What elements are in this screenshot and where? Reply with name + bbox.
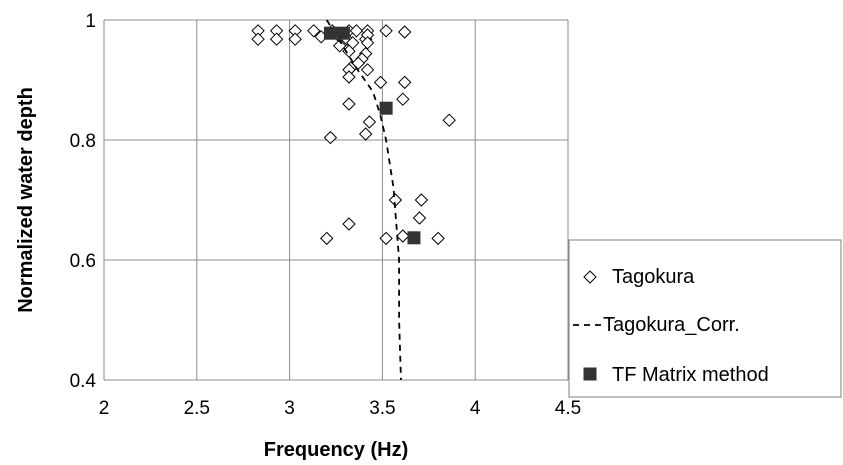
plot-area — [104, 20, 568, 380]
legend-box — [568, 239, 842, 398]
tagokura-point — [333, 39, 347, 53]
tf-matrix-point — [336, 26, 350, 40]
series-tagokura — [251, 24, 456, 246]
tagokura-corr-line — [325, 19, 402, 381]
tf-matrix-point — [379, 101, 393, 115]
tagokura-point — [360, 63, 375, 77]
tagokura-point — [342, 70, 356, 84]
x-tick-label: 3 — [284, 398, 295, 419]
tf-matrix-point — [323, 26, 337, 40]
y-tick-label: 1 — [85, 11, 96, 32]
tf-matrix-point — [407, 231, 421, 245]
tagokura-point — [431, 231, 445, 246]
series-tf-matrix — [323, 26, 421, 245]
legend: Tagokura Tagokura_Corr. TF Matrix method — [568, 239, 842, 398]
tagokura-point — [397, 75, 412, 90]
y-tick-labels: 0.4 0.6 0.8 1 — [70, 11, 97, 392]
tagokura-point — [349, 24, 364, 38]
legend-marker-tagokura — [583, 270, 597, 284]
x-tick-label: 4.5 — [555, 398, 581, 419]
x-tick-label: 2 — [99, 398, 110, 419]
tagokura-point — [373, 75, 388, 90]
x-axis-title: Frequency (Hz) — [264, 439, 408, 461]
x-tick-label: 4 — [470, 398, 481, 419]
tagokura-point — [396, 229, 410, 243]
tagokura-point — [362, 115, 377, 129]
legend-marker-tf-matrix — [583, 367, 597, 381]
tagokura-point — [269, 32, 284, 46]
tagokura-point — [251, 32, 265, 46]
legend-label-tagokura-corr: Tagokura_Corr. — [603, 314, 740, 336]
tagokura-point — [342, 97, 356, 111]
tagokura-point — [307, 24, 321, 38]
y-tick-label: 0.8 — [70, 131, 96, 152]
series-tagokura-corr — [325, 19, 402, 381]
series-layer — [251, 19, 456, 381]
tagokura-point — [442, 113, 456, 127]
tagokura-point — [320, 231, 334, 246]
tagokura-point — [342, 217, 356, 231]
tagokura-point — [412, 211, 427, 225]
y-tick-label: 0.6 — [70, 251, 96, 272]
legend-label-tf-matrix: TF Matrix method — [612, 364, 769, 386]
tagokura-point — [414, 193, 429, 207]
tagokura-point — [397, 25, 412, 39]
legend-label-tagokura: Tagokura — [612, 266, 695, 288]
tagokura-point — [379, 24, 393, 38]
x-tick-labels: 2 2.5 3 3.5 4 4.5 — [99, 398, 582, 419]
x-tick-label: 3.5 — [369, 398, 395, 419]
grid — [103, 19, 569, 381]
y-axis-title: Normalized water depth — [15, 87, 37, 313]
tagokura-point — [358, 127, 373, 141]
tagokura-point — [379, 231, 393, 246]
tagokura-point — [396, 92, 410, 106]
tagokura-point — [288, 32, 302, 46]
x-tick-label: 2.5 — [184, 398, 210, 419]
y-tick-label: 0.4 — [70, 371, 97, 392]
legend-items: Tagokura Tagokura_Corr. TF Matrix method — [573, 266, 769, 386]
tagokura-point — [323, 130, 338, 145]
